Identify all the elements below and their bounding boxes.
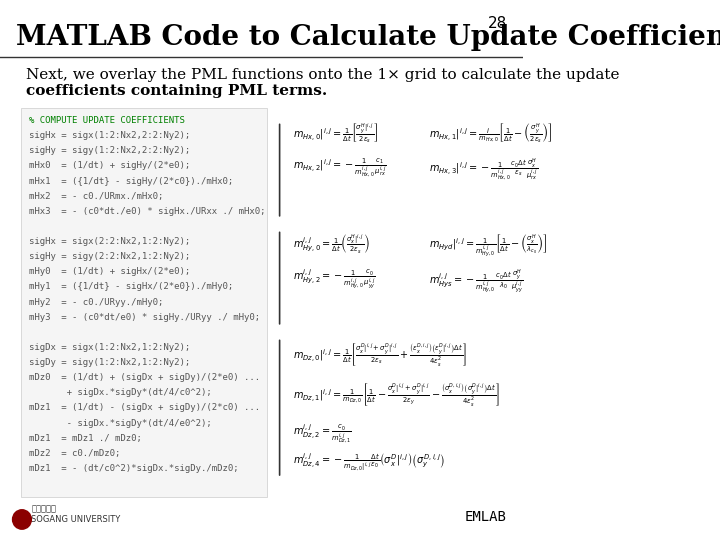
Text: 서강대학교
SOGANG UNIVERSITY: 서강대학교 SOGANG UNIVERSITY <box>32 504 121 524</box>
Text: mDz2  = c0./mDz0;: mDz2 = c0./mDz0; <box>29 449 120 458</box>
Text: $m_{Hy,2}^{i,j} = -\frac{1}{m_{Hy,0}^{i,j}}\frac{c_0}{\mu_{yy}^{i,j}}$: $m_{Hy,2}^{i,j} = -\frac{1}{m_{Hy,0}^{i,… <box>292 267 376 291</box>
Text: $m_{Hyd}|^{i,j} = \frac{1}{m_{Hy,0}^{i,j}}\left[\frac{1}{\Delta t} - \left(\frac: $m_{Hyd}|^{i,j} = \frac{1}{m_{Hy,0}^{i,j… <box>428 232 547 259</box>
Text: + sigDx.*sigDy*(dt/4/c0^2);: + sigDx.*sigDy*(dt/4/c0^2); <box>29 388 212 397</box>
Text: $m_{Dz,1}|^{i,j} = \frac{1}{m_{Dz,0}}\left[\frac{1}{\Delta t} - \frac{\sigma_x^D: $m_{Dz,1}|^{i,j} = \frac{1}{m_{Dz,0}}\le… <box>292 381 500 408</box>
Text: sigHy = sigy(1:2:Nx2,2:2:Ny2);: sigHy = sigy(1:2:Nx2,2:2:Ny2); <box>29 146 190 156</box>
Text: $m_{Dz,0}|^{i,j} = \frac{1}{\Delta t}\left[\frac{\sigma_x^D|^{i,j}+\sigma_y^D|^{: $m_{Dz,0}|^{i,j} = \frac{1}{\Delta t}\le… <box>292 341 467 368</box>
Text: 28: 28 <box>487 16 507 31</box>
Text: sigHx = sigx(2:2:Nx2,1:2:Ny2);: sigHx = sigx(2:2:Nx2,1:2:Ny2); <box>29 237 190 246</box>
Text: $m_{Hx,1}|^{i,j} = \frac{i}{m_{Hx,0}}\left[\frac{1}{\Delta t} - \left(\frac{\sig: $m_{Hx,1}|^{i,j} = \frac{i}{m_{Hx,0}}\le… <box>428 122 552 145</box>
Text: mHy1  = ({1/dt} - sigHx/(2*e0})./mHy0;: mHy1 = ({1/dt} - sigHx/(2*e0})./mHy0; <box>29 282 233 292</box>
Text: mHx2  = - c0./URmx./mHx0;: mHx2 = - c0./URmx./mHx0; <box>29 192 163 201</box>
Text: $m_{Hx,3}|^{i,j} = -\frac{1}{m_{Hx,0}^{i,j}}\frac{c_0\Delta t}{\varepsilon_s}\fr: $m_{Hx,3}|^{i,j} = -\frac{1}{m_{Hx,0}^{i… <box>428 157 538 183</box>
Text: sigDx = sigx(1:2:Nx2,1:2:Ny2);: sigDx = sigx(1:2:Nx2,1:2:Ny2); <box>29 343 190 352</box>
Text: - sigDx.*sigDy*(dt/4/e0^2);: - sigDx.*sigDy*(dt/4/e0^2); <box>29 418 212 428</box>
Text: sigHy = sigy(2:2:Nx2,1:2:Ny2);: sigHy = sigy(2:2:Nx2,1:2:Ny2); <box>29 252 190 261</box>
Text: $m_{Dz,4}^{i,j} = -\frac{1}{m_{Dz,0}|^{i,j}}\frac{\Delta t}{\varepsilon_0}\left(: $m_{Dz,4}^{i,j} = -\frac{1}{m_{Dz,0}|^{i… <box>292 451 445 473</box>
Text: mHx1  = ({1/dt} - sigHy/(2*c0})./mHx0;: mHx1 = ({1/dt} - sigHy/(2*c0})./mHx0; <box>29 177 233 186</box>
Text: sigDy = sigy(1:2:Nx2,1:2:Ny2);: sigDy = sigy(1:2:Nx2,1:2:Ny2); <box>29 358 190 367</box>
Text: mHy0  = (1/dt) + sigHx/(2*e0);: mHy0 = (1/dt) + sigHx/(2*e0); <box>29 267 190 276</box>
Text: mDz1  = (1/dt) - (sigDx + sigDy)/(2*c0) ...: mDz1 = (1/dt) - (sigDx + sigDy)/(2*c0) .… <box>29 403 260 413</box>
Text: mHy2  = - c0./URyy./mHy0;: mHy2 = - c0./URyy./mHy0; <box>29 298 163 307</box>
Text: EMLAB: EMLAB <box>465 510 507 524</box>
FancyBboxPatch shape <box>21 108 266 497</box>
Circle shape <box>12 510 32 529</box>
Text: $m_{Hx,2}|^{i,j} = -\frac{1}{m_{Hx,0}^{i,j}}\frac{c_1}{\mu_{rx}^{i,j}}$: $m_{Hx,2}|^{i,j} = -\frac{1}{m_{Hx,0}^{i… <box>292 157 387 179</box>
Text: MATLAB Code to Calculate Update Coefficients: MATLAB Code to Calculate Update Coeffici… <box>16 24 720 51</box>
Text: mDz1  = - (dt/c0^2)*sigDx.*sigDy./mDz0;: mDz1 = - (dt/c0^2)*sigDx.*sigDy./mDz0; <box>29 464 238 473</box>
Text: mDz1  = mDz1 ./ mDz0;: mDz1 = mDz1 ./ mDz0; <box>29 434 142 443</box>
Text: coefficients containing PML terms.: coefficients containing PML terms. <box>26 84 328 98</box>
Text: $m_{Hx,0}|^{i,j} = \frac{1}{\Delta t}\left[\frac{\sigma_y^{H}|^{i,j}}{2\varepsil: $m_{Hx,0}|^{i,j} = \frac{1}{\Delta t}\le… <box>292 122 378 145</box>
Text: sigHx = sigx(1:2:Nx2,2:2:Ny2);: sigHx = sigx(1:2:Nx2,2:2:Ny2); <box>29 131 190 140</box>
Text: mHx0  = (1/dt) + sigHy/(2*e0);: mHx0 = (1/dt) + sigHy/(2*e0); <box>29 161 190 171</box>
Text: $m_{Hys}^{i,j} = -\frac{1}{m_{Hy,0}^{i,j}}\frac{c_0\Delta t}{\lambda_0}\frac{\si: $m_{Hys}^{i,j} = -\frac{1}{m_{Hy,0}^{i,j… <box>428 267 523 295</box>
Text: mHy3  = - (c0*dt/e0) * sigHy./URyy ./ mHy0;: mHy3 = - (c0*dt/e0) * sigHy./URyy ./ mHy… <box>29 313 260 322</box>
Text: % COMPUTE UPDATE COEFFICIENTS: % COMPUTE UPDATE COEFFICIENTS <box>29 116 184 125</box>
Text: $m_{Dz,2}^{i,j} = \frac{c_0}{m_{Dz,1}^{i,j}}$: $m_{Dz,2}^{i,j} = \frac{c_0}{m_{Dz,1}^{i… <box>292 422 351 445</box>
Text: mDz0  = (1/dt) + (sigDx + sigDy)/(2*e0) ...: mDz0 = (1/dt) + (sigDx + sigDy)/(2*e0) .… <box>29 373 260 382</box>
Text: mHx3  = - (c0*dt./e0) * sigHx./URxx ./ mHx0;: mHx3 = - (c0*dt./e0) * sigHx./URxx ./ mH… <box>29 207 265 216</box>
Text: Next, we overlay the PML functions onto the 1× grid to calculate the update: Next, we overlay the PML functions onto … <box>26 68 620 82</box>
Text: $m_{Hy,0}^{i,j} = \frac{1}{\Delta t}\left(\frac{\sigma_x^H|^{i,j}}{2\varepsilon_: $m_{Hy,0}^{i,j} = \frac{1}{\Delta t}\lef… <box>292 232 369 255</box>
